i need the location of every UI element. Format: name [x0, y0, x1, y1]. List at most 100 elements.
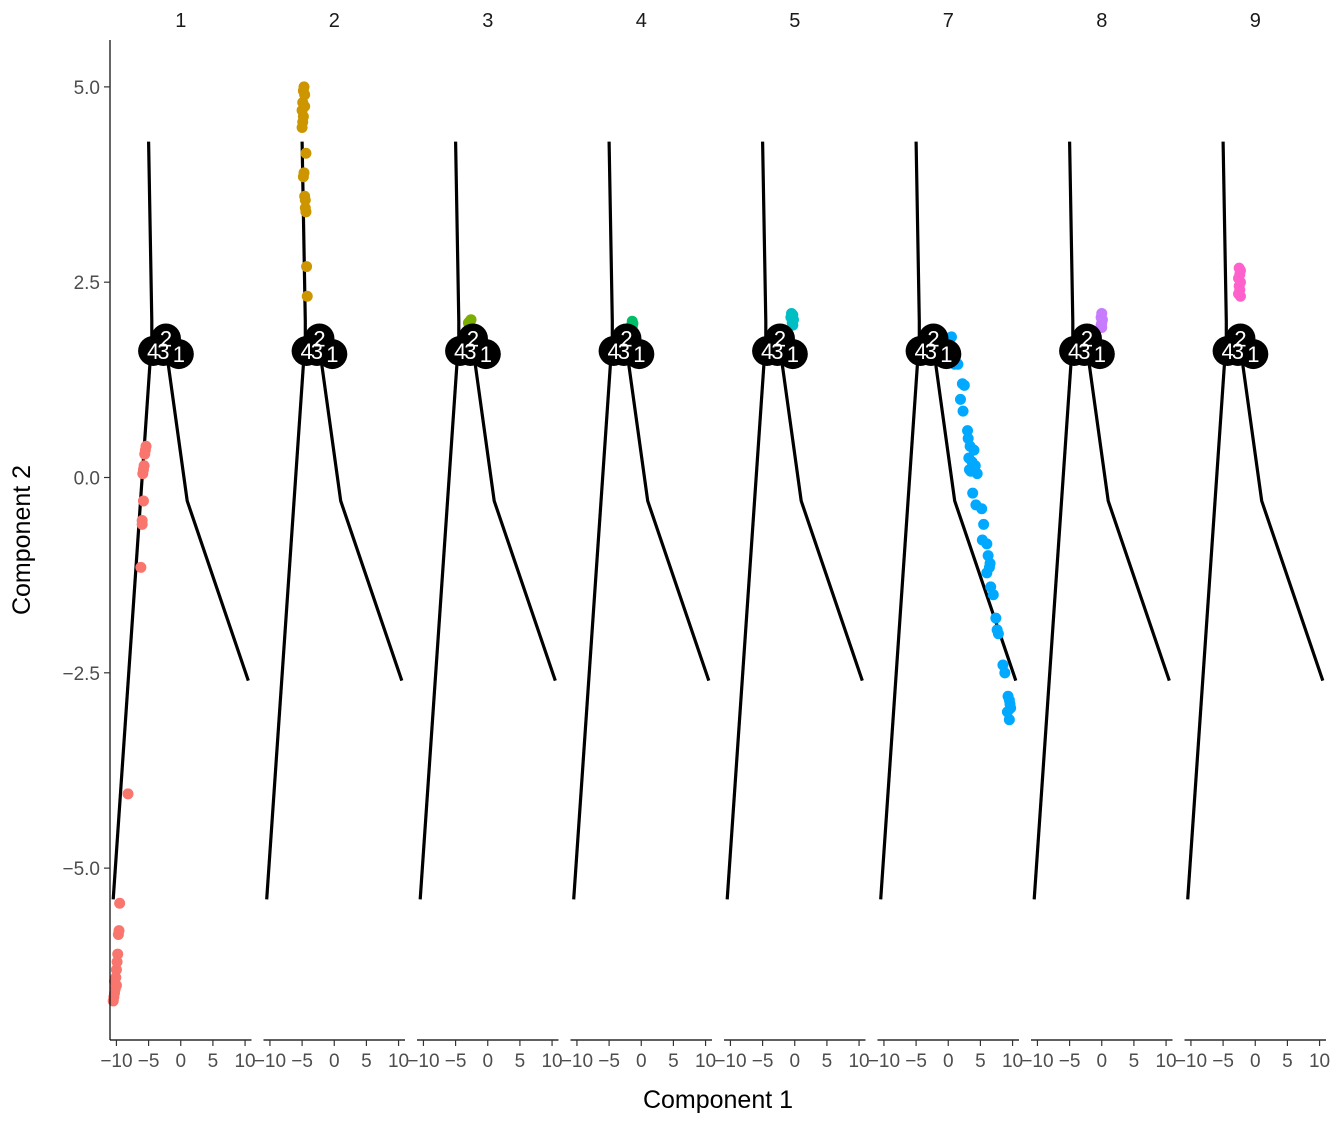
- data-point: [976, 503, 988, 515]
- facet-panel-3: −10 −5 0 5 10 243 1: [407, 141, 563, 1072]
- x-tick-label: 10: [234, 1051, 255, 1072]
- trajectory-branch: [457, 335, 557, 682]
- facet-panel-2: −10 −5 0 5 10 243 1: [254, 81, 409, 1072]
- branch-node-label: 1: [1094, 342, 1106, 367]
- x-tick-label: 0: [943, 1051, 954, 1072]
- branch-node: [163, 339, 194, 370]
- data-point: [137, 468, 149, 480]
- branch-node-label: 1: [633, 342, 645, 367]
- trajectory-branch: [1186, 336, 1228, 900]
- x-tick-label: 5: [515, 1051, 526, 1072]
- trajectory-branch: [611, 335, 711, 682]
- x-tick-label: 5: [361, 1051, 372, 1072]
- facet-strip-label: 9: [1250, 10, 1261, 32]
- x-tick-label: 0: [789, 1051, 800, 1072]
- x-tick-label: −10: [714, 1051, 746, 1072]
- branch-node-label: 3: [618, 339, 630, 364]
- branch-node-label: 4: [454, 339, 466, 364]
- x-tick-label: 5: [1282, 1051, 1293, 1072]
- branch-node-label: 1: [1247, 342, 1259, 367]
- facet-panel-5: −10 −5 0 5 10 243 1: [714, 141, 870, 1072]
- x-tick-label: −5: [291, 1051, 313, 1072]
- trajectory-branch: [150, 335, 250, 682]
- trajectory-branch: [265, 336, 307, 900]
- facet-panel-4: −10 −5 0 5 10 243 1: [561, 141, 716, 1072]
- trajectory-branch: [304, 335, 404, 682]
- x-tick-label: −10: [1021, 1051, 1053, 1072]
- facet-strip-label: 1: [175, 10, 186, 32]
- y-tick-label: 0.0: [74, 469, 100, 490]
- data-point: [301, 261, 313, 273]
- x-tick-label: −5: [1212, 1051, 1234, 1072]
- x-tick-label: 5: [208, 1051, 219, 1072]
- trajectory-branch: [1225, 335, 1325, 682]
- x-tick-label: −10: [254, 1051, 286, 1072]
- data-point: [300, 147, 312, 159]
- facet-strip-label: 2: [329, 10, 340, 32]
- branch-node-label: 4: [1221, 339, 1233, 364]
- x-tick-label: 10: [695, 1051, 716, 1072]
- branch-node-label: 2: [1234, 326, 1246, 351]
- data-point: [954, 393, 966, 405]
- x-tick-label: −10: [868, 1051, 900, 1072]
- trajectory-branch: [1032, 336, 1075, 900]
- trajectory-branch: [607, 141, 614, 337]
- x-tick-label: 5: [822, 1051, 833, 1072]
- y-tick-label: 2.5: [74, 273, 100, 294]
- facet-strip-label: 7: [943, 10, 954, 32]
- branch-node: [317, 339, 348, 370]
- x-tick-label: 10: [541, 1051, 562, 1072]
- data-point: [999, 667, 1011, 679]
- x-tick-label: 10: [1002, 1051, 1023, 1072]
- data-point: [987, 589, 999, 601]
- branch-node-label: 3: [157, 339, 169, 364]
- branch-node-label: 2: [467, 326, 479, 351]
- branch-node-label: 4: [914, 339, 926, 364]
- branch-node-label: 4: [300, 339, 312, 364]
- facet-panel-9: −10 −5 0 5 10 243 1: [1175, 141, 1330, 1072]
- data-point: [990, 612, 1002, 624]
- data-point: [968, 444, 980, 456]
- x-tick-label: −5: [1059, 1051, 1081, 1072]
- x-tick-label: −5: [138, 1051, 160, 1072]
- x-tick-label: −5: [752, 1051, 774, 1072]
- x-tick-label: 5: [975, 1051, 986, 1072]
- branch-node: [931, 339, 962, 370]
- facet-strip-label: 4: [636, 10, 647, 32]
- data-point: [122, 788, 134, 800]
- branch-node-label: 4: [761, 339, 773, 364]
- branch-node-label: 1: [787, 342, 799, 367]
- data-point: [1003, 714, 1015, 726]
- trajectory-branch: [147, 141, 154, 337]
- y-tick-label: −2.5: [62, 664, 100, 685]
- x-tick-label: 0: [636, 1051, 647, 1072]
- x-tick-label: 0: [329, 1051, 340, 1072]
- y-axis-title: Component 2: [8, 465, 36, 615]
- branch-node-label: 1: [480, 342, 492, 367]
- trajectory-branch: [761, 141, 768, 337]
- data-point: [109, 975, 121, 987]
- branch-node-label: 2: [774, 326, 786, 351]
- branch-node-label: 2: [620, 326, 632, 351]
- data-point: [1234, 290, 1246, 302]
- branch-node-label: 3: [464, 339, 476, 364]
- branch-node-label: 4: [607, 339, 619, 364]
- branch-node: [470, 339, 501, 370]
- data-point: [296, 122, 308, 133]
- x-tick-label: −10: [561, 1051, 593, 1072]
- branch-node-label: 3: [1078, 339, 1090, 364]
- branch-node-label: 1: [326, 342, 338, 367]
- branch-node-label: 4: [147, 339, 159, 364]
- data-point: [971, 468, 983, 480]
- data-point: [297, 171, 309, 183]
- x-tick-label: −10: [1175, 1051, 1207, 1072]
- trajectory-branch: [572, 336, 614, 900]
- data-point: [299, 194, 311, 206]
- trajectory-branch: [764, 335, 864, 682]
- branch-node: [1084, 339, 1115, 370]
- branch-node-label: 1: [173, 342, 185, 367]
- data-point: [992, 628, 1004, 640]
- facet-panel-7: −10 −5 0 5 10 243 1: [868, 141, 1023, 1072]
- x-tick-label: −5: [905, 1051, 927, 1072]
